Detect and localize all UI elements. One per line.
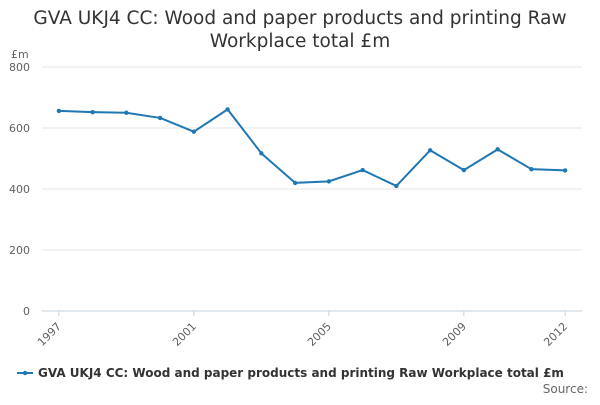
legend-label[interactable]: GVA UKJ4 CC: Wood and paper products and… <box>38 366 564 380</box>
x-tick-label: 1997 <box>35 320 64 349</box>
data-point[interactable] <box>461 167 467 173</box>
series-line <box>57 108 567 187</box>
data-point[interactable] <box>427 148 433 153</box>
y-tick-label: 800 <box>9 61 30 74</box>
source-label: Source: <box>542 382 588 396</box>
data-point[interactable] <box>225 107 230 112</box>
data-point[interactable] <box>124 110 129 115</box>
x-tick-label: 2009 <box>440 320 469 349</box>
data-point[interactable] <box>495 147 500 152</box>
grid-lines <box>42 66 582 312</box>
data-point[interactable] <box>394 183 399 189</box>
data-point[interactable] <box>157 115 163 121</box>
data-point[interactable] <box>360 167 365 173</box>
x-tick-label: 2001 <box>170 320 199 349</box>
data-point[interactable] <box>259 151 264 156</box>
data-point[interactable] <box>191 129 197 134</box>
data-point[interactable] <box>56 108 62 114</box>
data-point[interactable] <box>562 168 568 173</box>
x-tick-label: 2005 <box>305 320 334 349</box>
data-point[interactable] <box>529 166 534 172</box>
y-tick-label: 400 <box>9 183 30 196</box>
y-tick-label: 200 <box>9 244 30 257</box>
y-tick-label: 0 <box>23 305 30 318</box>
legend[interactable]: GVA UKJ4 CC: Wood and paper products and… <box>17 366 564 380</box>
legend-point-symbol <box>22 370 28 376</box>
data-point[interactable] <box>292 180 298 186</box>
axes: 0 200 400 600 800£m 1997 2001 2005 2009 2012 <box>9 48 570 349</box>
data-point[interactable] <box>326 179 332 184</box>
y-tick-label: 600 <box>9 122 30 135</box>
chart-title-line-2: Workplace total £m <box>209 31 391 52</box>
series-layer <box>56 107 568 189</box>
chart-title: GVA UKJ4 CC: Wood and paper products and… <box>0 7 600 53</box>
chart-title-line-1: GVA UKJ4 CC: Wood and paper products and… <box>33 8 567 29</box>
x-tick-label: 2012 <box>541 320 570 349</box>
data-point[interactable] <box>90 109 95 115</box>
y-axis-label: £m <box>11 48 29 61</box>
